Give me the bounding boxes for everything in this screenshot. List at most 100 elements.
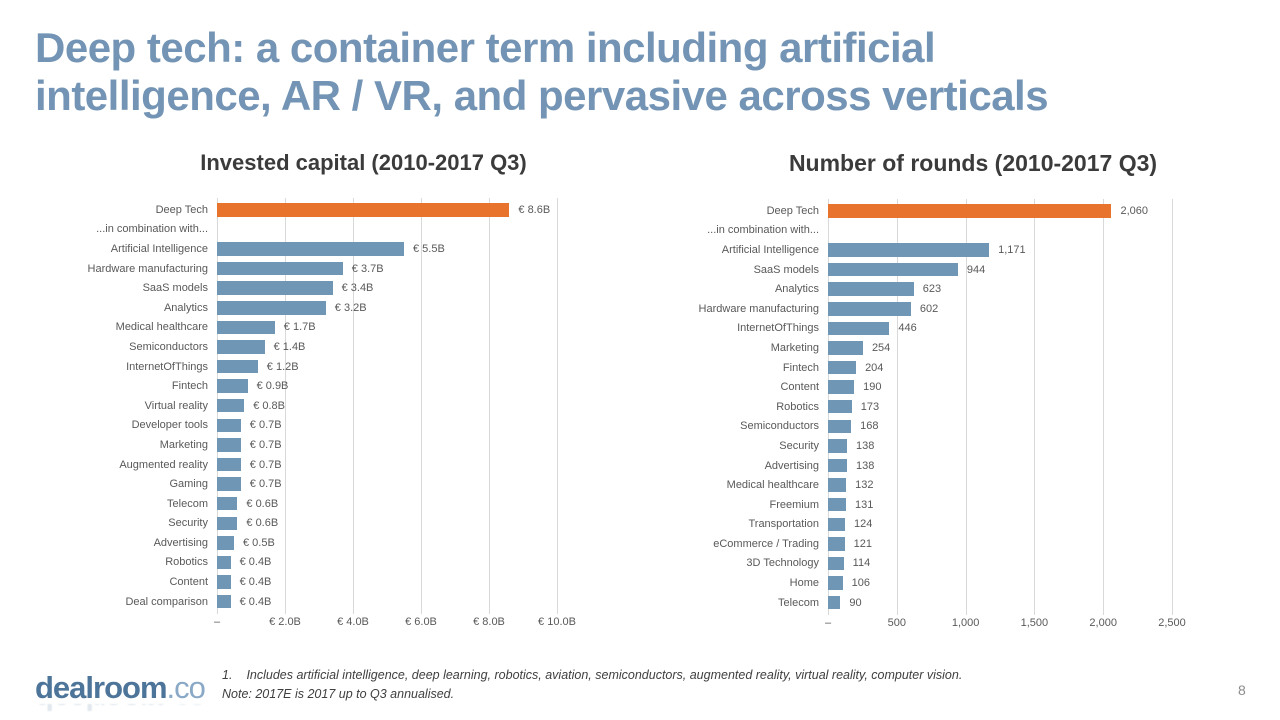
chart-row: Analytics 623 (694, 279, 1172, 299)
chart-row: Marketing € 0.7B (90, 435, 557, 455)
bar-area: 138 (828, 439, 1172, 453)
bar (828, 262, 958, 277)
bar-area: 121 (828, 537, 1172, 551)
bar (217, 320, 275, 335)
bar (828, 204, 1112, 218)
bar (828, 341, 863, 355)
bar (217, 301, 326, 315)
row-label: Telecom (694, 593, 828, 613)
category-label: ...in combination with... (707, 224, 819, 237)
bar-area: € 0.4B (217, 594, 557, 609)
category-label: Deal comparison (125, 595, 208, 608)
category-label: Deep Tech (766, 204, 819, 217)
row-label: SaaS models (90, 278, 217, 298)
bar (217, 261, 343, 276)
chart-row: Advertising € 0.5B (90, 533, 557, 553)
x-tick-label: 1,500 (1020, 617, 1049, 630)
value-label: € 3.2B (334, 301, 367, 314)
chart-row: ...in combination with... (694, 221, 1172, 241)
bar (828, 419, 852, 434)
bar (217, 457, 241, 472)
category-label: Hardware manufacturing (87, 262, 208, 275)
x-axis: – 500 1,000 1,500 2,000 2,500 (825, 617, 1186, 632)
category-label: Hardware manufacturing (698, 302, 819, 315)
x-tick-label: 2,500 (1158, 617, 1186, 630)
row-label: Robotics (90, 553, 217, 573)
value-label: € 1.7B (283, 321, 316, 334)
row-label: ...in combination with... (90, 220, 217, 240)
value-label: € 3.7B (351, 262, 384, 275)
chart-row: Transportation 124 (694, 515, 1172, 535)
footnote-line1: 1. Includes artificial intelligence, deep… (222, 666, 1182, 685)
bar-area: 132 (828, 478, 1172, 492)
gridline (489, 198, 490, 614)
bar (217, 477, 241, 491)
category-label: ...in combination with... (96, 223, 208, 236)
gridline (896, 199, 898, 615)
category-label: Freemium (769, 498, 819, 511)
category-label: 3D Technology (746, 557, 819, 570)
chart-row: Content 190 (694, 377, 1172, 397)
row-label: Developer tools (90, 416, 217, 436)
chart-row: Telecom 90 (694, 593, 1172, 613)
gridline (285, 198, 286, 614)
chart-row: Fintech 204 (694, 358, 1172, 378)
bar (828, 517, 846, 532)
bar-area: 90 (828, 595, 1172, 610)
bar (828, 478, 847, 492)
x-tick-label: – (213, 616, 221, 629)
bar-area: 131 (828, 497, 1172, 512)
bar (828, 302, 911, 316)
category-label: InternetOfThings (126, 360, 208, 373)
category-label: Marketing (770, 341, 819, 354)
chart-row: Telecom € 0.6B (90, 494, 557, 514)
chart-body: Deep Tech 2,060 ...in combination with..… (694, 199, 1186, 632)
value-label: 2,060 (1120, 204, 1148, 217)
chart-title: Invested capital (2010-2017 Q3) (200, 150, 527, 175)
category-label: Robotics (776, 400, 819, 413)
chart-row: Hardware manufacturing € 3.7B (87, 259, 557, 279)
chart-row: Advertising 138 (694, 456, 1172, 476)
category-label: Analytics (774, 283, 819, 296)
logo-reflection: dealroom.co (35, 704, 205, 715)
chart-row: Gaming € 0.7B (90, 474, 557, 494)
row-label: Augmented reality (90, 455, 217, 475)
row-label: Analytics (694, 279, 828, 299)
category-label: Deep Tech (155, 203, 208, 216)
bar-area: 173 (828, 399, 1172, 414)
bar (217, 438, 241, 452)
row-label: Deep Tech (694, 201, 828, 221)
chart-row: Medical healthcare € 1.7B (90, 318, 557, 338)
gridline (1034, 199, 1036, 615)
chart-row: Medical healthcare 132 (694, 475, 1172, 495)
bar (828, 399, 852, 414)
row-label: Freemium (694, 495, 828, 515)
row-label: Robotics (694, 397, 828, 417)
bar-area: 106 (828, 576, 1172, 590)
value-label: € 0.7B (249, 478, 282, 491)
value-label: 254 (871, 341, 891, 354)
value-label: 173 (860, 400, 880, 413)
bar-area: € 3.2B (217, 301, 557, 315)
category-label: Home (789, 577, 819, 590)
category-label: Medical healthcare (726, 479, 819, 492)
chart-row: Freemium 131 (694, 495, 1172, 515)
row-label: Artificial Intelligence (694, 240, 828, 260)
slide-title: Deep tech: a container term including ar… (35, 24, 1255, 120)
chart-rows: Deep Tech € 8.6B ...in combination with.… (87, 200, 557, 611)
invested-capital-chart: Invested capital (2010-2017 Q3) Deep Tec… (87, 150, 576, 631)
bar (217, 575, 231, 589)
chart-row: Semiconductors € 1.4B (90, 337, 557, 357)
footnote: 1. Includes artificial intelligence, deep… (222, 666, 1182, 705)
gridline (421, 198, 422, 614)
x-tick-label: 500 (887, 617, 906, 630)
category-label: Augmented reality (119, 458, 208, 471)
value-label: € 0.4B (239, 556, 272, 569)
bar (217, 536, 234, 550)
value-label: € 0.7B (249, 419, 282, 432)
value-label: 602 (919, 302, 939, 315)
value-label: € 0.4B (239, 595, 272, 608)
x-tick-label: € 4.0B (337, 616, 369, 629)
category-label: Content (780, 381, 819, 394)
category-label: Security (168, 517, 208, 530)
